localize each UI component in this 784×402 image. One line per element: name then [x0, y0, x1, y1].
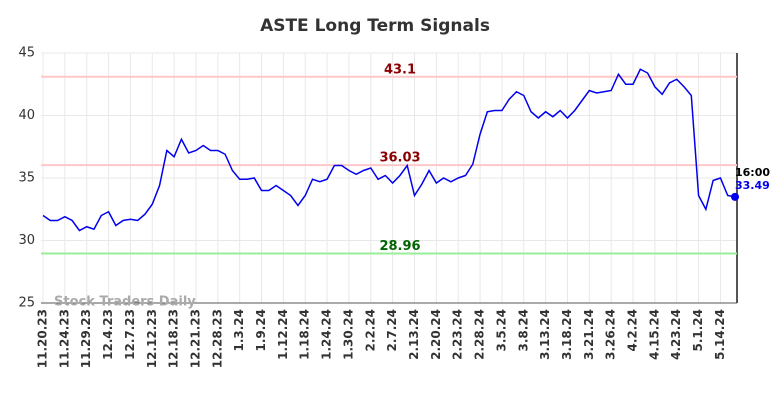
- x-tick-label: 4.15.24: [647, 309, 661, 360]
- watermark: Stock Traders Daily: [54, 295, 196, 310]
- reference-label: 43.1: [384, 62, 416, 77]
- x-tick-label: 2.13.24: [407, 309, 421, 360]
- price-line: [42, 68, 736, 232]
- y-tick-label: 30: [18, 233, 35, 248]
- y-tick-label: 25: [18, 296, 35, 311]
- x-tick-label: 1.24.24: [320, 309, 334, 360]
- x-tick-label: 12.12.23: [145, 309, 159, 368]
- reference-label: 36.03: [379, 151, 420, 166]
- x-tick-label: 12.4.23: [101, 309, 115, 360]
- x-tick-label: 2.2.24: [363, 309, 377, 352]
- chart-title: ASTE Long Term Signals: [260, 16, 490, 36]
- x-tick-label: 2.20.24: [429, 309, 443, 360]
- y-tick-label: 35: [18, 171, 35, 186]
- x-tick-label: 12.7.23: [123, 309, 137, 360]
- x-tick-label: 12.18.23: [167, 309, 181, 368]
- last-point: [731, 192, 739, 201]
- y-tick-label: 40: [18, 108, 35, 123]
- reference-label: 28.96: [379, 239, 420, 254]
- x-tick-label: 5.14.24: [713, 309, 727, 360]
- x-tick-label: 11.29.23: [79, 309, 93, 368]
- x-tick-label: 1.3.24: [232, 309, 246, 352]
- last-value: 33.49: [735, 179, 770, 192]
- x-tick-label: 1.30.24: [341, 309, 355, 360]
- x-tick-label: 2.7.24: [385, 309, 399, 352]
- x-tick-label: 4.2.24: [626, 309, 640, 352]
- x-tick-label: 3.5.24: [494, 309, 508, 352]
- x-tick-label: 12.28.23: [210, 309, 224, 368]
- x-tick-label: 3.8.24: [516, 309, 530, 352]
- x-tick-label: 2.28.24: [473, 309, 487, 360]
- x-tick-label: 3.18.24: [560, 309, 574, 360]
- x-tick-label: 1.9.24: [254, 309, 268, 352]
- x-tick-label: 5.1.24: [691, 309, 705, 352]
- x-tick-label: 3.13.24: [538, 309, 552, 360]
- x-tick-label: 3.26.24: [604, 309, 618, 360]
- last-time: 16:00: [735, 166, 770, 179]
- x-tick-label: 12.21.23: [188, 309, 202, 368]
- x-tick-label: 4.23.24: [669, 309, 683, 360]
- x-tick-label: 11.24.23: [57, 309, 71, 368]
- y-tick-label: 45: [18, 46, 35, 61]
- x-tick-label: 1.12.24: [276, 309, 290, 360]
- x-tick-label: 2.23.24: [451, 309, 465, 360]
- x-tick-label: 3.21.24: [582, 309, 596, 360]
- x-tick-label: 1.18.24: [298, 309, 312, 360]
- x-tick-label: 11.20.23: [36, 309, 50, 368]
